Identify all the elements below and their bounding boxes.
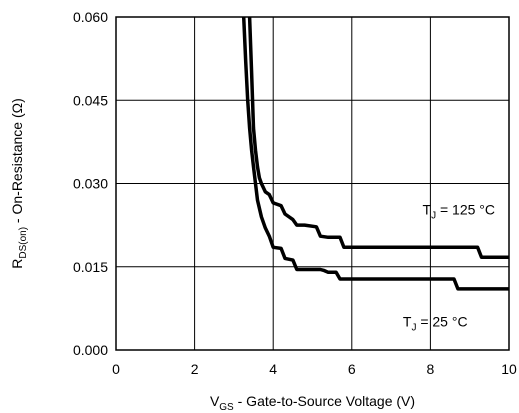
y-tick-label: 0.045 [73, 92, 108, 108]
plot-frame [115, 16, 510, 351]
x-axis-label-rest: - Gate-to-Source Voltage (V) [234, 393, 415, 409]
x-tick-label: 4 [269, 361, 277, 377]
series-line-25c [241, 16, 509, 291]
series-label-125c: TJ = 125 °C [423, 202, 495, 222]
x-axis-label: VGS - Gate-to-Source Voltage (V) [210, 393, 415, 413]
series-label-25c-sub: J [411, 323, 416, 334]
y-axis-ticks: 0.000 0.015 0.030 0.045 0.060 [73, 9, 108, 358]
series-label-125c-rest: = 125 °C [436, 202, 495, 218]
series-label-125c-sub: J [431, 211, 436, 222]
series-line-125c [247, 16, 509, 260]
series-label-125c-main: T [423, 202, 432, 218]
series-label-25c-rest: = 25 °C [416, 314, 467, 330]
x-tick-label: 2 [191, 361, 199, 377]
x-tick-label: 6 [348, 361, 356, 377]
y-tick-label: 0.060 [73, 9, 108, 25]
series-label-25c-main: T [403, 314, 412, 330]
y-axis-label-rest: - On-Resistance (Ω) [9, 98, 25, 227]
x-tick-label: 10 [501, 361, 517, 377]
y-tick-label: 0.030 [73, 176, 108, 192]
y-axis-label: RDS(on) - On-Resistance (Ω) [9, 98, 29, 269]
y-tick-label: 0.000 [73, 342, 108, 358]
x-tick-label: 0 [112, 361, 120, 377]
grid-lines [116, 17, 509, 350]
x-tick-label: 8 [427, 361, 435, 377]
series-lines [241, 16, 509, 291]
y-axis-label-sub: DS(on) [18, 227, 29, 259]
series-label-25c: TJ = 25 °C [403, 314, 468, 334]
x-axis-ticks: 0 2 4 6 8 10 [112, 361, 517, 377]
y-axis-label-main: R [9, 259, 25, 269]
x-axis-label-main: V [210, 393, 220, 409]
y-tick-label: 0.015 [73, 259, 108, 275]
x-axis-label-sub: GS [219, 402, 234, 413]
